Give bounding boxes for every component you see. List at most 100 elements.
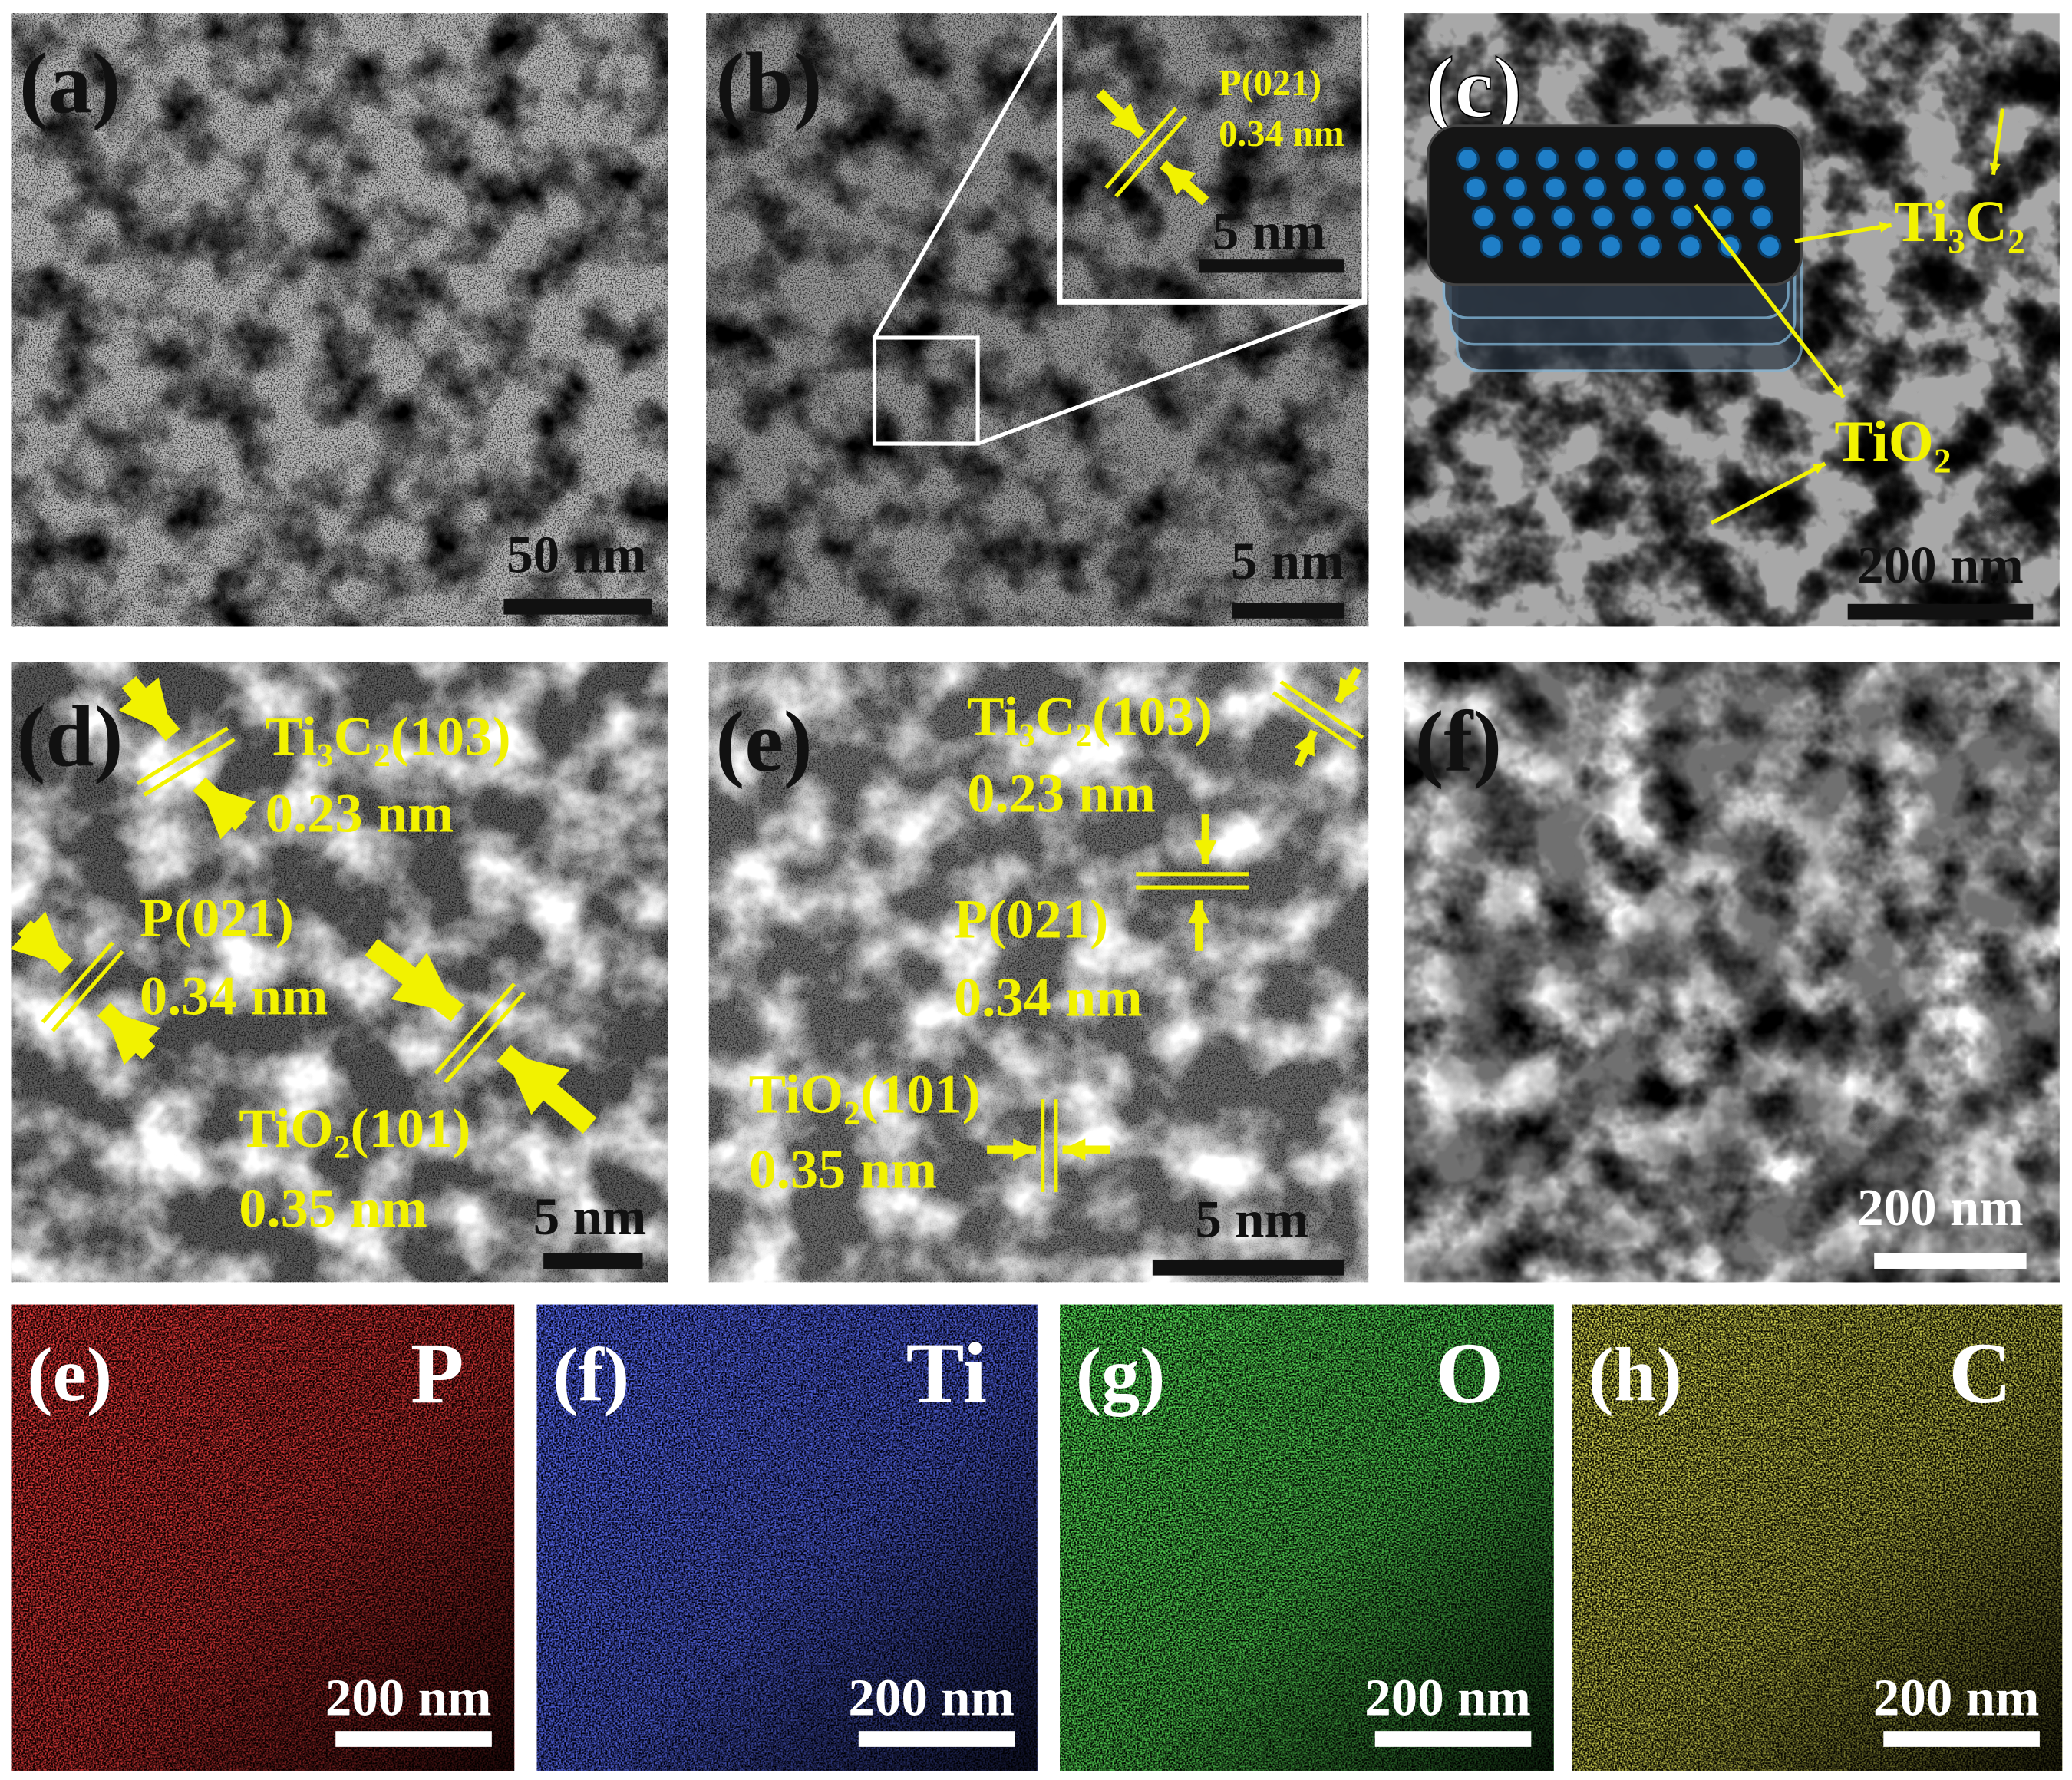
arrow-line	[1104, 107, 1178, 190]
scale-bar-label: 200 nm	[1857, 536, 2024, 594]
quantum-dot	[1582, 176, 1607, 200]
scale-bar	[335, 1731, 492, 1747]
scale-bar	[1232, 603, 1345, 619]
arrow-line	[1694, 203, 1846, 399]
map-shade	[1572, 1304, 2063, 1771]
annotation: P(021)	[140, 887, 294, 949]
quantum-dot	[1750, 205, 1774, 230]
scale-bar-label: 200 nm	[1857, 1178, 2024, 1237]
quantum-dot	[1471, 205, 1496, 230]
quantum-dot	[1495, 147, 1519, 171]
scale-bar-label: 200 nm	[325, 1668, 492, 1726]
arrow-head	[10, 911, 67, 967]
arrow-line	[1279, 679, 1364, 740]
scale-bar	[1374, 1731, 1532, 1747]
panel-label: (a)	[19, 35, 121, 132]
arrow-line	[977, 299, 1365, 446]
scale-bar	[543, 1253, 643, 1269]
quantum-dot	[1757, 234, 1782, 259]
scale-bar-label: 5 nm	[1195, 1191, 1308, 1249]
arrow-head	[104, 1009, 160, 1065]
quantum-dot	[1575, 147, 1599, 171]
element-label: O	[1436, 1325, 1504, 1422]
quantum-dot	[1599, 234, 1623, 259]
quantum-dot	[1503, 176, 1528, 200]
annotation: TiO₂	[1834, 409, 1951, 474]
annotation: 0.35 nm	[749, 1138, 938, 1200]
arrow-head	[1338, 676, 1360, 702]
annotation: TiO₂(101)	[749, 1062, 981, 1124]
quantum-dot	[1519, 234, 1543, 259]
annotation: 0.34 nm	[140, 965, 328, 1027]
scale-bar	[1874, 1253, 2027, 1269]
scale-bar-label: 5 nm	[1231, 532, 1344, 590]
arrow-head	[1110, 103, 1143, 135]
arrow-head	[1062, 1138, 1086, 1161]
arrow-head	[503, 1052, 569, 1115]
scale-bar-label: 200 nm	[1873, 1668, 2040, 1726]
arrow-head	[1989, 162, 2001, 175]
quantum-dot	[1741, 176, 1766, 200]
quantum-dot	[1638, 234, 1663, 259]
quantum-dot	[1734, 147, 1758, 171]
arrow-head	[1294, 731, 1315, 757]
quantum-dot	[1511, 205, 1536, 230]
micrograph-texture	[706, 13, 1369, 627]
inset-scale-bar	[1199, 259, 1345, 273]
arrow-line	[873, 12, 1062, 339]
arrow-head	[1812, 463, 1826, 474]
arrow-head	[199, 784, 256, 840]
arrow-head	[1832, 385, 1844, 398]
micrograph-texture	[11, 13, 668, 627]
map-shade	[1060, 1304, 1554, 1771]
scale-bar	[858, 1731, 1015, 1747]
map-shade	[536, 1304, 1038, 1771]
quantum-dot	[1654, 147, 1678, 171]
annotation: 0.34 nm	[954, 966, 1143, 1028]
scale-bar-label: 50 nm	[506, 525, 646, 583]
panel-label: (h)	[1589, 1332, 1682, 1417]
quantum-dot	[1630, 205, 1655, 230]
scale-bar-label: 200 nm	[1364, 1668, 1531, 1726]
arrow-line	[1794, 223, 1892, 243]
quantum-dot	[1662, 176, 1687, 200]
arrow-line	[1114, 115, 1188, 198]
panel-label: (g)	[1076, 1332, 1166, 1417]
annotation: Ti₃C₂	[1894, 190, 2025, 254]
panel-label: (f)	[1414, 693, 1502, 790]
annotation: TiO₂(101)	[239, 1097, 470, 1159]
quantum-dot	[1480, 234, 1504, 259]
arrow-line	[51, 949, 124, 1032]
panel-label: (f)	[553, 1332, 629, 1417]
scale-bar	[503, 598, 652, 615]
panel-label: (e)	[27, 1332, 112, 1417]
element-label: P	[411, 1325, 464, 1422]
scale-bar	[1883, 1731, 2040, 1747]
panel-label: (c)	[1425, 39, 1522, 136]
quantum-dot	[1694, 147, 1718, 171]
arrow-head	[1013, 1138, 1036, 1161]
micrograph-texture	[1404, 662, 2060, 1283]
quantum-dot	[1701, 176, 1726, 200]
quantum-dot	[1590, 205, 1615, 230]
inset-scale-label: 5 nm	[1213, 202, 1326, 260]
quantum-dot	[1710, 205, 1734, 230]
quantum-dot	[1615, 147, 1639, 171]
arrow-line	[444, 991, 526, 1084]
annotation: P(021)	[1219, 63, 1321, 104]
zoom-box	[872, 335, 980, 446]
arrow-head	[1879, 221, 1892, 233]
panel-label: (b)	[715, 35, 822, 132]
arrow-line	[1710, 461, 1826, 525]
arrow-head	[1194, 840, 1217, 864]
annotation: Ti₃C₂(103)	[266, 705, 511, 768]
arrow-head	[118, 677, 173, 735]
quantum-dot	[1559, 234, 1583, 259]
quantum-dot	[1622, 176, 1647, 200]
annotation: 0.23 nm	[266, 782, 454, 844]
quantum-dot	[1670, 205, 1694, 230]
arrow-line	[143, 738, 236, 797]
scale-bar-label: 5 nm	[533, 1187, 647, 1246]
annotation: 0.23 nm	[967, 762, 1156, 824]
